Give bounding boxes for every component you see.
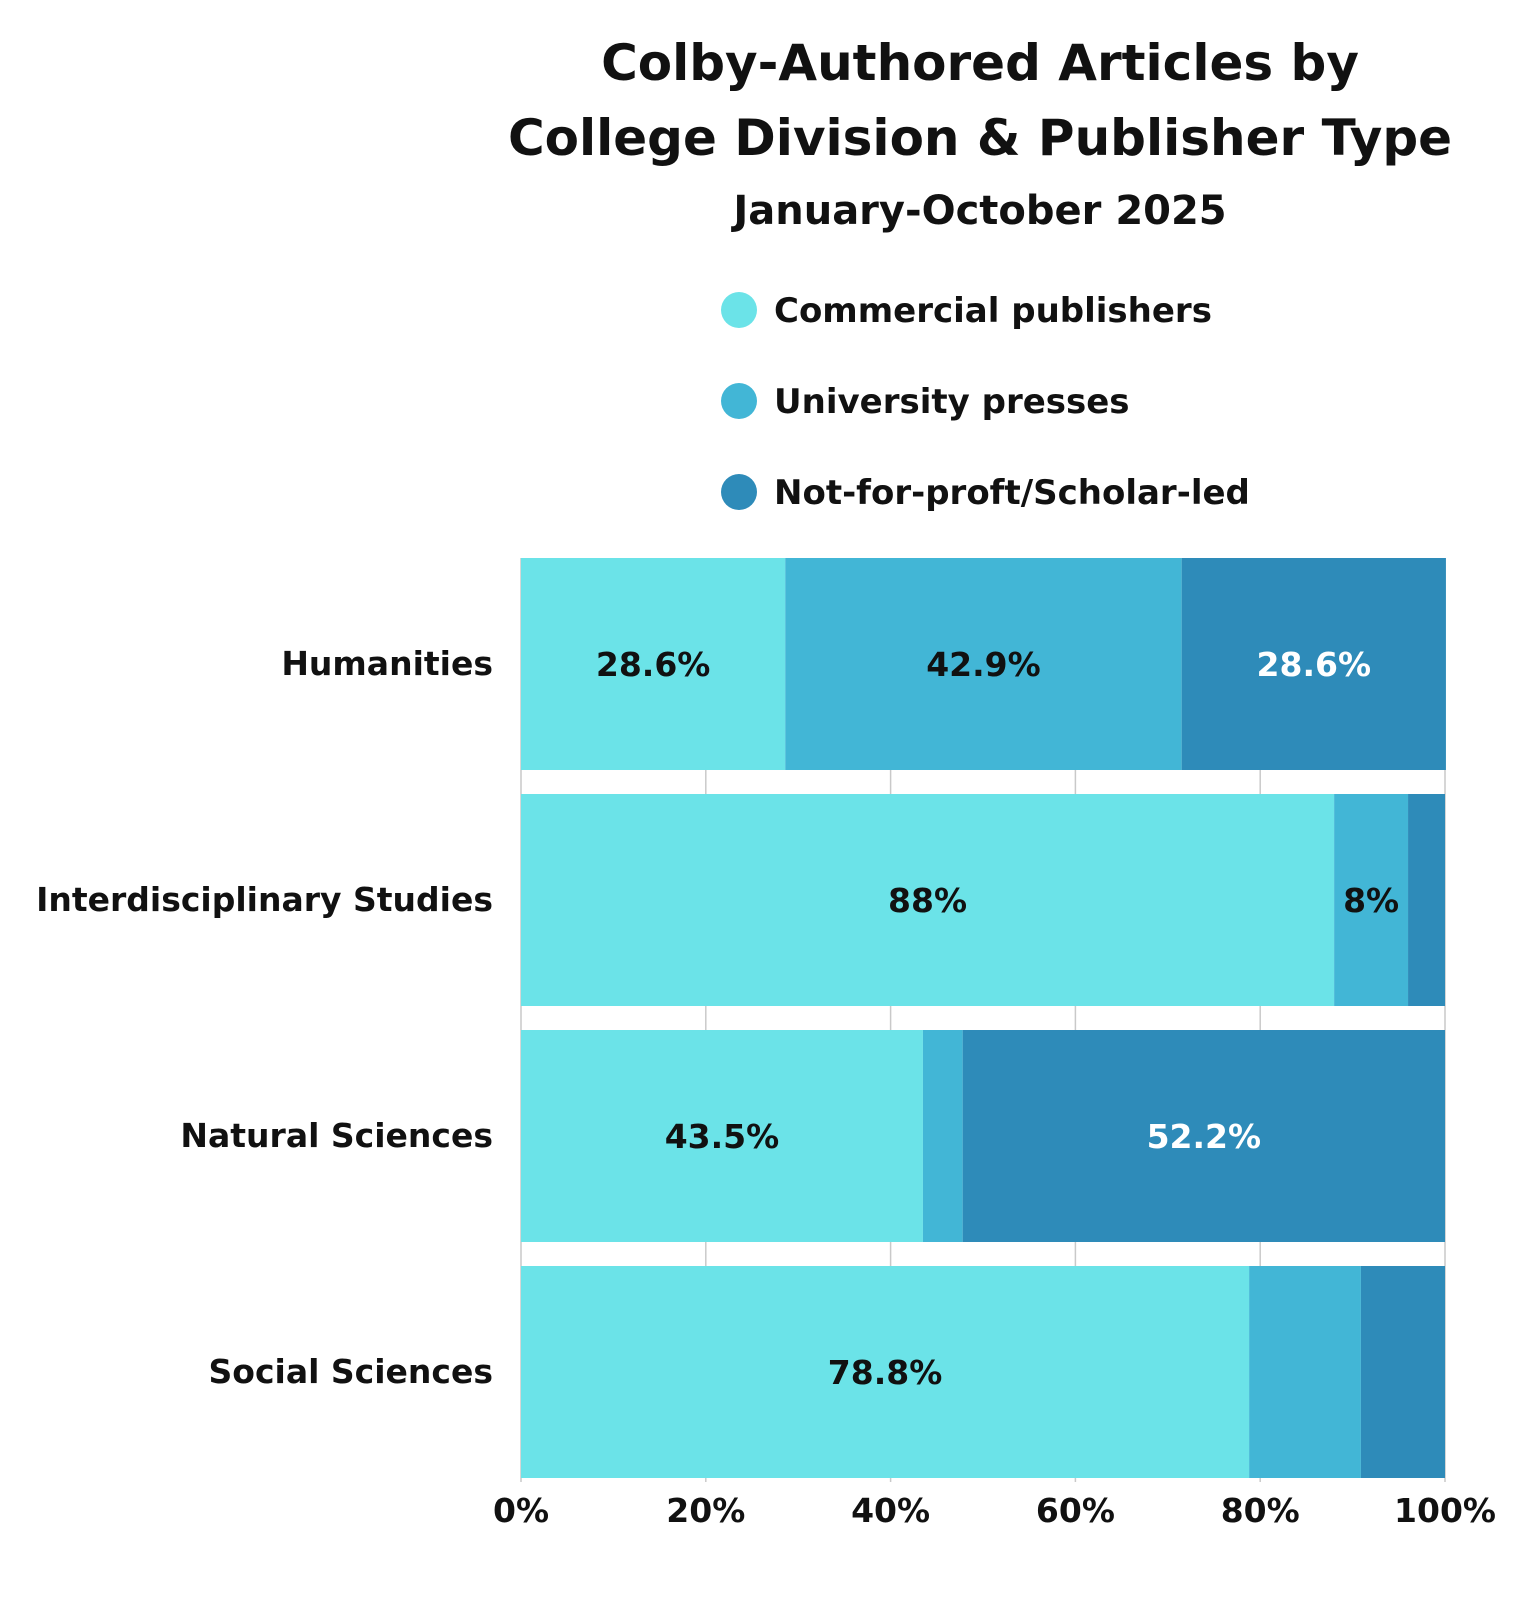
category-labels: Humanities Interdisciplinary Studies Natur… bbox=[36, 644, 493, 1391]
bar-segment-3-2 bbox=[922, 1030, 963, 1242]
bar-segment-4-1 bbox=[521, 1266, 1250, 1478]
legend-marker-2 bbox=[721, 383, 757, 419]
bar-segment-3-1 bbox=[521, 1030, 923, 1242]
data-label-3-3: 52.2% bbox=[1147, 1117, 1262, 1156]
x-tick-label-0: 0% bbox=[493, 1491, 549, 1530]
bar-segment-4-3 bbox=[1360, 1266, 1445, 1478]
data-label-1-2: 42.9% bbox=[926, 645, 1041, 684]
data-label-4-1: 78.8% bbox=[828, 1353, 943, 1392]
bar-segment-1-1 bbox=[521, 558, 786, 770]
legend-label-2: University presses bbox=[774, 382, 1130, 422]
bar-segment-2-2 bbox=[1334, 794, 1409, 1006]
data-label-1-3: 28.6% bbox=[1257, 645, 1372, 684]
bar-segment-4-2 bbox=[1249, 1266, 1361, 1478]
bar-segment-2-3 bbox=[1408, 794, 1445, 1006]
data-label-1-1: 28.6% bbox=[596, 645, 711, 684]
chart-title-line-2: College Division & Publisher Type bbox=[508, 109, 1452, 167]
data-label-2-2: 8% bbox=[1343, 881, 1399, 920]
x-tick-labels: 0% 20% 40% 60% 80% 100% bbox=[493, 1491, 1496, 1530]
legend-marker-1 bbox=[721, 292, 757, 328]
x-tick-label-5: 100% bbox=[1394, 1491, 1496, 1530]
legend-label-3: Not-for-proft/Scholar-led bbox=[774, 473, 1250, 513]
bar-segment-3-3 bbox=[962, 1030, 1445, 1242]
legend-label-1: Commercial publishers bbox=[774, 291, 1212, 331]
chart-subtitle: January-October 2025 bbox=[730, 188, 1226, 234]
category-label-2: Interdisciplinary Studies bbox=[36, 880, 493, 919]
bar-segment-1-2 bbox=[785, 558, 1182, 770]
x-tick-label-2: 40% bbox=[851, 1491, 930, 1530]
category-label-4: Social Sciences bbox=[209, 1352, 493, 1391]
x-tick-label-4: 80% bbox=[1221, 1491, 1300, 1530]
bars: 28.6% 42.9% 28.6% 88% 8% 43.5% 52.2% 78.8% bbox=[521, 558, 1446, 1478]
chart-title-line-1: Colby-Authored Articles by bbox=[601, 34, 1359, 92]
x-tick-label-3: 60% bbox=[1036, 1491, 1115, 1530]
bar-segment-2-1 bbox=[521, 794, 1335, 1006]
data-label-3-1: 43.5% bbox=[665, 1117, 780, 1156]
category-label-3: Natural Sciences bbox=[180, 1116, 493, 1155]
legend-marker-3 bbox=[721, 474, 757, 510]
data-label-2-1: 88% bbox=[888, 881, 967, 920]
legend: Commercial publishers University presses N… bbox=[721, 291, 1250, 513]
category-label-1: Humanities bbox=[281, 644, 493, 683]
x-tick-label-1: 20% bbox=[666, 1491, 745, 1530]
bar-segment-1-3 bbox=[1181, 558, 1446, 770]
